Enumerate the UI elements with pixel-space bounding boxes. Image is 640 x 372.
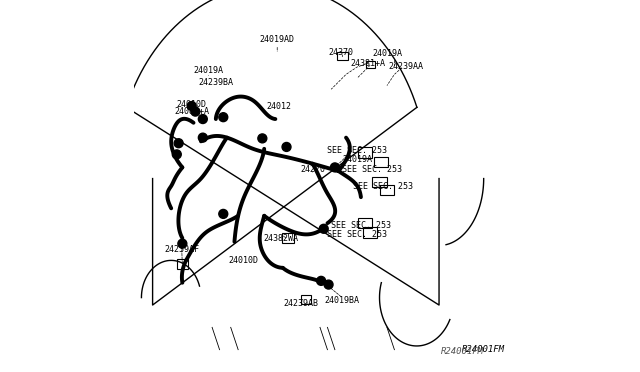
Circle shape	[324, 280, 333, 289]
Text: 24382WA: 24382WA	[264, 234, 298, 243]
Text: 24019BA: 24019BA	[325, 296, 360, 305]
Circle shape	[198, 115, 207, 124]
Bar	[358, 218, 372, 228]
Circle shape	[219, 113, 228, 122]
Bar	[301, 295, 311, 304]
Circle shape	[319, 224, 328, 233]
Circle shape	[174, 139, 183, 148]
Circle shape	[198, 133, 207, 142]
Circle shape	[178, 239, 187, 248]
Text: 24270: 24270	[300, 165, 325, 174]
Bar	[363, 227, 378, 238]
Circle shape	[317, 276, 326, 285]
Circle shape	[282, 142, 291, 151]
Bar	[358, 147, 372, 158]
Text: 24239AF: 24239AF	[164, 245, 199, 254]
Bar	[337, 52, 348, 60]
Bar	[372, 177, 387, 187]
Text: R24001FM: R24001FM	[462, 345, 505, 354]
Circle shape	[191, 107, 200, 116]
Text: SEE SEC. 253: SEE SEC. 253	[342, 165, 402, 174]
Text: 24010D: 24010D	[228, 256, 259, 265]
Text: SEE SEC. 253: SEE SEC. 253	[327, 230, 387, 239]
Text: 24239BA: 24239BA	[198, 78, 234, 87]
Circle shape	[219, 209, 228, 218]
Text: SEE SEC. 253: SEE SEC. 253	[327, 146, 387, 155]
Text: SEE SEC. 253: SEE SEC. 253	[331, 221, 391, 230]
Bar	[282, 234, 294, 243]
Circle shape	[330, 163, 339, 172]
Bar	[177, 260, 188, 269]
Text: 24019A: 24019A	[193, 66, 223, 75]
Bar	[380, 185, 394, 195]
Circle shape	[187, 102, 196, 110]
Circle shape	[258, 134, 267, 143]
Text: 24381+A: 24381+A	[351, 59, 386, 68]
Bar	[365, 61, 375, 68]
Text: 24019A: 24019A	[342, 155, 372, 164]
Text: 24370: 24370	[328, 48, 353, 57]
Text: 24239AB: 24239AB	[284, 299, 319, 308]
Text: 24012: 24012	[267, 102, 292, 110]
Text: 24019AD: 24019AD	[260, 35, 295, 44]
Bar	[374, 157, 388, 167]
Circle shape	[172, 150, 181, 159]
Text: 24239AA: 24239AA	[388, 62, 423, 71]
Text: 24010D: 24010D	[177, 100, 207, 109]
Text: 24019A: 24019A	[372, 49, 402, 58]
Text: 24080+A: 24080+A	[174, 107, 209, 116]
Text: R24001FM: R24001FM	[441, 347, 484, 356]
Text: SEE SEC. 253: SEE SEC. 253	[353, 182, 413, 190]
